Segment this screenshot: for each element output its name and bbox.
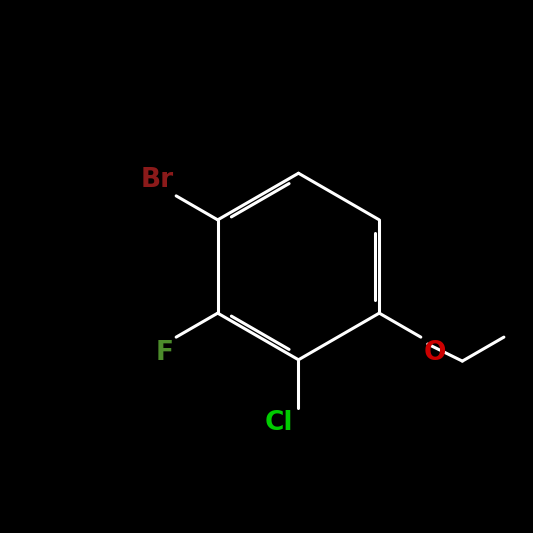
Text: O: O (423, 340, 446, 366)
Text: F: F (156, 340, 174, 366)
Text: Cl: Cl (265, 410, 293, 437)
Text: Br: Br (140, 167, 174, 193)
